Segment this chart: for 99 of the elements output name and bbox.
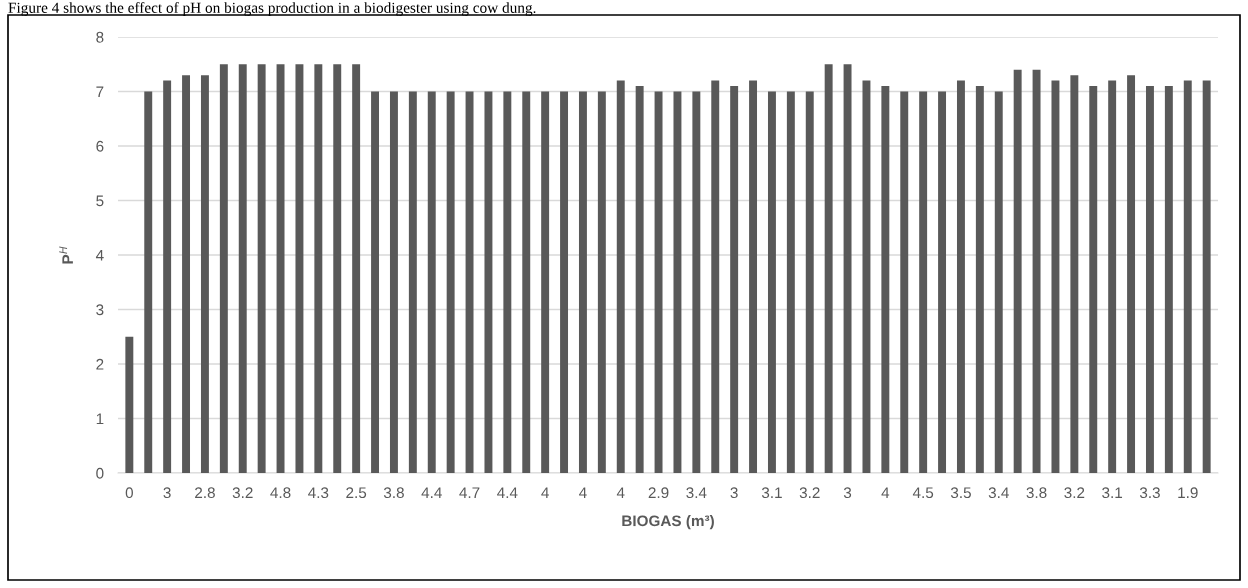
x-tick-label: 3.1 bbox=[761, 487, 782, 499]
x-tick-label: 3.5 bbox=[950, 487, 971, 499]
bar bbox=[824, 64, 833, 473]
y-tick-label: 4 bbox=[95, 250, 104, 261]
bar bbox=[389, 91, 398, 473]
bar bbox=[1202, 80, 1211, 473]
y-tick-label: 5 bbox=[96, 195, 104, 207]
y-tick-label: 8 bbox=[96, 31, 104, 43]
x-tick-label: 3.2 bbox=[799, 487, 820, 499]
x-tick-label: 4 bbox=[541, 487, 549, 498]
x-tick-label: 3 bbox=[843, 487, 852, 499]
bar bbox=[654, 91, 663, 473]
bar bbox=[219, 64, 228, 473]
bar bbox=[673, 91, 682, 473]
bar bbox=[182, 75, 191, 473]
bar bbox=[1089, 86, 1098, 473]
y-tick-label: 1 bbox=[96, 413, 104, 425]
bar bbox=[843, 64, 852, 473]
x-tick-label: 4.7 bbox=[459, 487, 480, 498]
x-tick-label: 3.4 bbox=[686, 487, 707, 499]
bar bbox=[295, 64, 304, 473]
bar bbox=[956, 80, 965, 473]
bar bbox=[238, 64, 247, 473]
bar bbox=[144, 91, 153, 473]
x-tick-label: 2.9 bbox=[648, 487, 669, 499]
bar bbox=[200, 75, 209, 473]
bar bbox=[503, 91, 512, 473]
bar bbox=[352, 64, 361, 473]
x-tick-label: 3.1 bbox=[1102, 487, 1123, 499]
bar bbox=[427, 91, 436, 473]
bar bbox=[465, 91, 474, 473]
x-tick-label: 4.5 bbox=[912, 487, 934, 499]
bar bbox=[900, 91, 909, 473]
x-axis-title: BIOGAS (m³) bbox=[622, 515, 714, 530]
bar bbox=[371, 91, 380, 473]
x-tick-label: 3 bbox=[730, 487, 738, 499]
x-tick-label: 3.8 bbox=[1026, 487, 1047, 499]
x-tick-label: 3 bbox=[163, 487, 171, 499]
y-tick-label: 0 bbox=[96, 467, 104, 479]
bar bbox=[597, 91, 606, 473]
x-tick-label: 0 bbox=[125, 487, 133, 499]
bar bbox=[1051, 80, 1060, 473]
bar bbox=[125, 336, 134, 473]
bar bbox=[805, 91, 814, 473]
bar bbox=[276, 64, 285, 473]
x-tick-label: 4.3 bbox=[308, 487, 329, 499]
bar bbox=[692, 91, 701, 473]
bar bbox=[1070, 75, 1079, 473]
bar bbox=[730, 86, 739, 473]
x-tick-label: 4.8 bbox=[270, 487, 291, 499]
bar bbox=[1127, 75, 1136, 473]
bar bbox=[578, 91, 587, 473]
bar bbox=[1145, 86, 1154, 473]
bar bbox=[522, 91, 531, 473]
bar bbox=[919, 91, 928, 473]
bar bbox=[767, 91, 776, 473]
caption: Figure 4 shows the effect of pH on biogas production in a biodigester using cow dung. bbox=[8, 2, 536, 17]
bar bbox=[560, 91, 569, 473]
bar bbox=[1183, 80, 1192, 473]
bar bbox=[616, 80, 625, 473]
bar bbox=[333, 64, 342, 473]
bar bbox=[1013, 69, 1022, 473]
x-tick-label: 3.2 bbox=[1064, 487, 1085, 499]
bar bbox=[163, 80, 172, 473]
bar bbox=[975, 86, 984, 473]
x-tick-label: 2.8 bbox=[195, 487, 215, 499]
y-tick-label: 2 bbox=[96, 358, 104, 370]
bar bbox=[1108, 80, 1117, 473]
x-tick-label: 4 bbox=[881, 487, 890, 498]
x-tick-label: 4.4 bbox=[497, 487, 518, 498]
y-axis-title: P$^{H}$ bbox=[59, 246, 73, 264]
y-tick-label: 3 bbox=[96, 304, 104, 316]
bar bbox=[484, 91, 493, 473]
bar bbox=[1032, 69, 1041, 473]
bar bbox=[314, 64, 323, 473]
x-tick-label: 3.3 bbox=[1139, 487, 1160, 499]
x-tick-label: 3.4 bbox=[988, 487, 1009, 499]
x-tick-label: 3.8 bbox=[383, 487, 404, 499]
x-tick-label: 4 bbox=[616, 487, 625, 498]
bar bbox=[408, 91, 417, 473]
bar bbox=[1164, 86, 1173, 473]
y-tick-label: 7 bbox=[96, 86, 104, 98]
bar bbox=[541, 91, 550, 473]
x-tick-label: 4.4 bbox=[421, 487, 442, 498]
bar bbox=[881, 86, 890, 473]
bar bbox=[711, 80, 720, 473]
y-tick-label: 6 bbox=[96, 140, 104, 152]
x-tick-label: 3.2 bbox=[232, 487, 253, 499]
bar bbox=[446, 91, 455, 473]
x-tick-label: 2.5 bbox=[346, 487, 367, 499]
bar bbox=[862, 80, 871, 473]
bar bbox=[938, 91, 947, 473]
x-tick-label: 4 bbox=[579, 487, 587, 498]
bar bbox=[786, 91, 795, 473]
bar bbox=[257, 64, 266, 473]
bar bbox=[635, 86, 644, 473]
bar bbox=[749, 80, 758, 473]
x-tick-label: 1.9 bbox=[1178, 487, 1198, 499]
bar bbox=[994, 91, 1003, 473]
